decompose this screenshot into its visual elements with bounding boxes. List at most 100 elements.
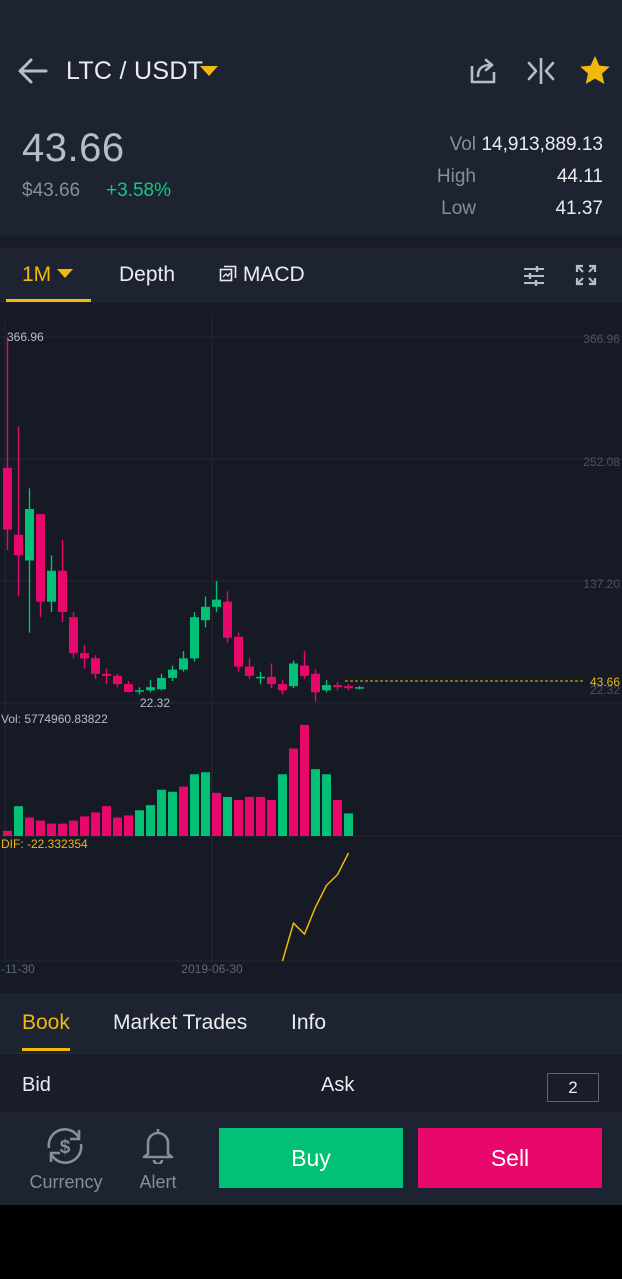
stat-value-low: 41.37 — [555, 198, 603, 219]
book-tab-indicator — [22, 1048, 70, 1051]
svg-text:$: $ — [60, 1137, 71, 1158]
caret-down-icon[interactable] — [200, 66, 218, 76]
pair-selector[interactable]: LTC / USDT — [66, 57, 204, 85]
volume-bar — [25, 817, 34, 836]
order-book-header: Bid Ask 2 — [0, 1054, 622, 1112]
currency-convert-icon: $ — [47, 1128, 83, 1164]
price-change: +3.58% — [106, 180, 171, 201]
trading-screen: LTC / USDT 43.66 $43.66 +3.58% Vol 14,91… — [0, 0, 622, 1205]
volume-bar — [223, 796, 232, 836]
candlestick-chart[interactable]: 366.96 252.08 137.20 22.32 366.96 22.32 43.66 V… — [0, 303, 622, 993]
share-icon[interactable] — [466, 54, 500, 88]
volume-bar — [245, 796, 254, 836]
last-price: 43.66 — [22, 126, 125, 170]
volume-bar — [168, 791, 177, 836]
candle-body — [91, 658, 100, 674]
volume-bar — [190, 774, 199, 836]
volume-bar — [102, 806, 111, 836]
volume-bar — [256, 796, 265, 836]
bid-header: Bid — [22, 1074, 51, 1096]
interval-selector[interactable]: 1M — [22, 263, 74, 287]
interval-tab-indicator — [6, 299, 91, 302]
price-axis-label: 137.20 — [583, 577, 620, 591]
volume-bar — [179, 786, 188, 836]
candle-body — [344, 686, 353, 689]
ask-header: Ask — [321, 1074, 355, 1096]
volume-bar — [113, 817, 122, 836]
interval-label: 1M — [22, 263, 52, 286]
back-arrow-icon[interactable] — [16, 54, 50, 88]
sell-button[interactable]: Sell — [418, 1128, 602, 1188]
volume-bar — [157, 789, 166, 836]
candle-body — [245, 666, 254, 676]
volume-bar — [344, 813, 353, 836]
candle-body — [223, 601, 232, 638]
candle-body — [14, 534, 23, 556]
candle-body — [157, 677, 166, 690]
precision-selector[interactable]: 2 — [547, 1073, 599, 1102]
candle-body — [333, 685, 342, 688]
indicator-icon — [219, 265, 237, 282]
indicator-label: MACD — [242, 263, 305, 286]
favorite-star-icon[interactable] — [578, 54, 612, 88]
candle-body — [322, 685, 331, 691]
volume-bar — [289, 748, 298, 836]
stat-value-vol: 14,913,889.13 — [481, 134, 603, 155]
stat-value-high: 44.11 — [556, 166, 603, 187]
volume-bar — [14, 806, 23, 836]
price-axis-label: 366.96 — [583, 332, 620, 346]
volume-bar — [201, 772, 210, 836]
volume-bar — [300, 724, 309, 836]
tab-macd[interactable]: MACD — [219, 263, 305, 287]
candle-body — [25, 508, 34, 561]
chart-settings-icon[interactable] — [522, 264, 546, 288]
candle-body — [124, 684, 133, 692]
candle-body — [146, 687, 155, 691]
alert-button[interactable]: Alert — [128, 1112, 188, 1202]
dif-line — [281, 852, 350, 962]
last-price-axis-label: 43.66 — [590, 675, 620, 689]
candle-body — [58, 570, 67, 612]
candle-body — [256, 676, 265, 679]
market-header: LTC / USDT 43.66 $43.66 +3.58% Vol 14,91… — [0, 0, 622, 236]
candle-body — [36, 514, 45, 602]
currency-button[interactable]: $ Currency — [26, 1112, 106, 1202]
candle-body — [234, 636, 243, 667]
volume-bar — [311, 769, 320, 836]
chart-toolbar: 1M Depth MACD — [0, 248, 622, 303]
tab-market-trades[interactable]: Market Trades — [113, 1011, 248, 1034]
tab-depth[interactable]: Depth — [119, 263, 176, 286]
candle-body — [47, 570, 56, 602]
tab-book[interactable]: Book — [22, 1011, 70, 1034]
candle-body — [201, 606, 210, 621]
x-axis-label: -11-30 — [1, 962, 35, 976]
candle-body — [69, 617, 78, 654]
candle-body — [300, 665, 309, 676]
volume-bar — [146, 805, 155, 836]
buy-button[interactable]: Buy — [219, 1128, 403, 1188]
bell-icon — [142, 1129, 174, 1164]
volume-bar — [80, 816, 89, 836]
candle-body — [168, 669, 177, 678]
volume-bar — [322, 774, 331, 836]
candle-body — [179, 658, 188, 670]
price-axis-label: 22.32 — [590, 683, 620, 697]
candle-body — [3, 467, 12, 530]
tab-info[interactable]: Info — [291, 1011, 327, 1034]
volume-bar — [69, 820, 78, 836]
compare-icon[interactable] — [524, 54, 558, 88]
candle-body — [289, 663, 298, 687]
fullscreen-icon[interactable] — [575, 264, 597, 286]
x-axis-label: 2019-06-30 — [181, 962, 243, 976]
candle-body — [311, 673, 320, 693]
volume-bar — [47, 823, 56, 836]
candle-body — [113, 675, 122, 685]
volume-label: Vol: 5774960.83822 — [1, 712, 108, 726]
volume-bar — [135, 810, 144, 836]
candle-body — [190, 617, 199, 659]
volume-bar — [124, 815, 133, 836]
candle-body — [102, 673, 111, 676]
max-price-label: 366.96 — [7, 330, 44, 344]
bottom-action-bar: $ Currency Alert Buy Sell — [0, 1112, 622, 1205]
currency-label: Currency — [29, 1172, 103, 1192]
